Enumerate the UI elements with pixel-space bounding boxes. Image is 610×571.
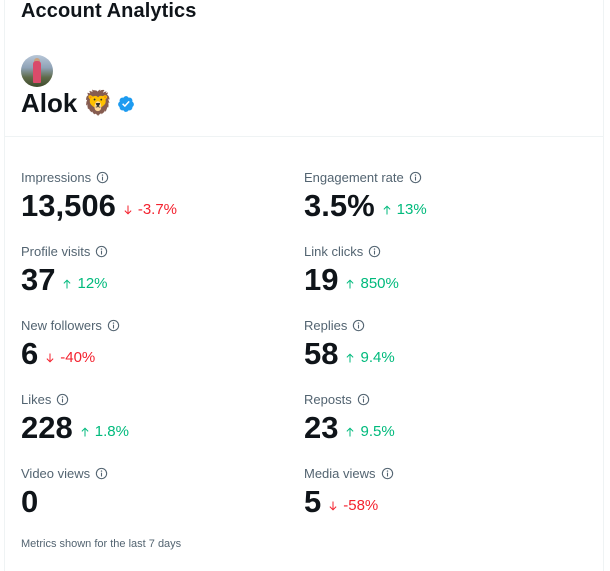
metric-label: Profile visits (21, 243, 91, 259)
metric-label: Reposts (304, 391, 352, 407)
metric-media-views: Media views 5 -58% (304, 465, 564, 520)
metric-change-value: 9.4% (360, 348, 395, 366)
metric-value: 23 (304, 410, 339, 445)
info-icon[interactable] (96, 171, 109, 184)
metric-label: Likes (21, 391, 52, 407)
metric-replies: Replies 58 9.4% (304, 317, 564, 372)
metric-video-views: Video views 0 (21, 465, 281, 520)
metric-value-row: 5 -58% (304, 484, 564, 520)
metric-value-row: 13,506 -3.7% (21, 188, 281, 224)
arrow-up-icon (344, 425, 356, 437)
metric-change: -3.7% (122, 201, 177, 218)
metric-label-row: Replies (304, 317, 564, 333)
metric-label-row: Reposts (304, 391, 564, 407)
metric-profile-visits: Profile visits 37 12% (21, 243, 281, 298)
metric-value-row: 23 9.5% (304, 410, 564, 446)
metric-change-value: 850% (360, 274, 399, 292)
avatar[interactable] (21, 55, 53, 87)
metrics-footnote: Metrics shown for the last 7 days (21, 538, 182, 550)
metric-likes: Likes 228 1.8% (21, 391, 281, 446)
arrow-up-icon (344, 351, 356, 363)
profile-name[interactable]: Alok (21, 88, 78, 118)
metric-change-value: -40% (60, 348, 96, 366)
metric-change-value: 9.5% (360, 422, 395, 440)
metric-value-row: 19 850% (304, 262, 564, 298)
metric-change: 9.4% (344, 348, 395, 366)
metric-value-row: 0 (21, 484, 281, 520)
metric-label-row: Profile visits (21, 243, 281, 259)
metric-change: -58% (327, 497, 378, 514)
arrow-up-icon (381, 203, 393, 215)
metric-label-row: Link clicks (304, 243, 564, 259)
metric-label: Video views (21, 465, 91, 481)
metric-value-row: 3.5% 13% (304, 188, 564, 224)
profile-name-row: Alok 🦁 (21, 88, 135, 119)
metric-label: Media views (304, 465, 376, 481)
metric-value-row: 6 -40% (21, 336, 281, 372)
metric-impressions: Impressions 13,506 -3.7% (21, 169, 281, 224)
metric-change-value: 1.8% (94, 422, 129, 440)
metric-change: 9.5% (344, 422, 395, 440)
metric-label: New followers (21, 317, 102, 333)
metric-change: 1.8% (79, 423, 129, 440)
metric-value: 0 (21, 484, 39, 519)
info-icon[interactable] (368, 245, 381, 258)
metric-value-row: 37 12% (21, 262, 281, 298)
metric-value: 5 (304, 484, 322, 519)
metric-value: 58 (304, 336, 339, 371)
arrow-up-icon (79, 425, 91, 437)
metric-new-followers: New followers 6 -40% (21, 317, 281, 372)
arrow-down-icon (44, 351, 56, 363)
metric-value: 13,506 (21, 188, 116, 223)
metric-label: Link clicks (304, 243, 364, 259)
metric-label: Engagement rate (304, 169, 404, 185)
metric-label: Replies (304, 317, 348, 333)
section-divider (5, 136, 603, 137)
metric-label-row: Media views (304, 465, 564, 481)
info-icon[interactable] (357, 393, 370, 406)
metric-value: 6 (21, 336, 39, 371)
metric-reposts: Reposts 23 9.5% (304, 391, 564, 446)
metric-change: 12% (61, 274, 108, 292)
metric-value: 19 (304, 262, 339, 297)
metric-label-row: Engagement rate (304, 169, 564, 185)
metric-change: -40% (44, 349, 95, 366)
info-icon[interactable] (95, 245, 108, 258)
metric-label-row: Video views (21, 465, 281, 481)
info-icon[interactable] (409, 171, 422, 184)
metric-label-row: Likes (21, 391, 281, 407)
account-analytics-panel: Account Analytics Alok 🦁 Impressions 13,5… (4, 0, 604, 571)
info-icon[interactable] (381, 467, 394, 480)
metric-change-value: -58% (343, 496, 379, 514)
metric-change-value: 13% (396, 200, 427, 218)
arrow-down-icon (122, 203, 134, 215)
metric-value-row: 228 1.8% (21, 410, 281, 446)
metric-label: Impressions (21, 169, 92, 185)
info-icon[interactable] (107, 319, 120, 332)
arrow-up-icon (344, 277, 356, 289)
metric-label-row: New followers (21, 317, 281, 333)
metric-change: 13% (381, 201, 427, 218)
info-icon[interactable] (352, 319, 365, 332)
lion-emoji: 🦁 (83, 89, 114, 117)
metric-link-clicks: Link clicks 19 850% (304, 243, 564, 298)
metric-value: 3.5% (304, 188, 375, 223)
metric-value-row: 58 9.4% (304, 336, 564, 372)
arrow-up-icon (61, 277, 73, 289)
metric-change: 850% (344, 274, 399, 292)
arrow-down-icon (327, 499, 339, 511)
verified-badge-icon (118, 95, 135, 112)
info-icon[interactable] (56, 393, 69, 406)
avatar-figure (33, 61, 41, 83)
metric-label-row: Impressions (21, 169, 281, 185)
metric-change-value: -3.7% (137, 200, 178, 218)
metric-value: 37 (21, 262, 56, 297)
metric-engagement-rate: Engagement rate 3.5% 13% (304, 169, 564, 224)
metric-value: 228 (21, 410, 73, 445)
metric-change-value: 12% (77, 274, 108, 292)
info-icon[interactable] (95, 467, 108, 480)
page-title: Account Analytics (21, 0, 197, 22)
